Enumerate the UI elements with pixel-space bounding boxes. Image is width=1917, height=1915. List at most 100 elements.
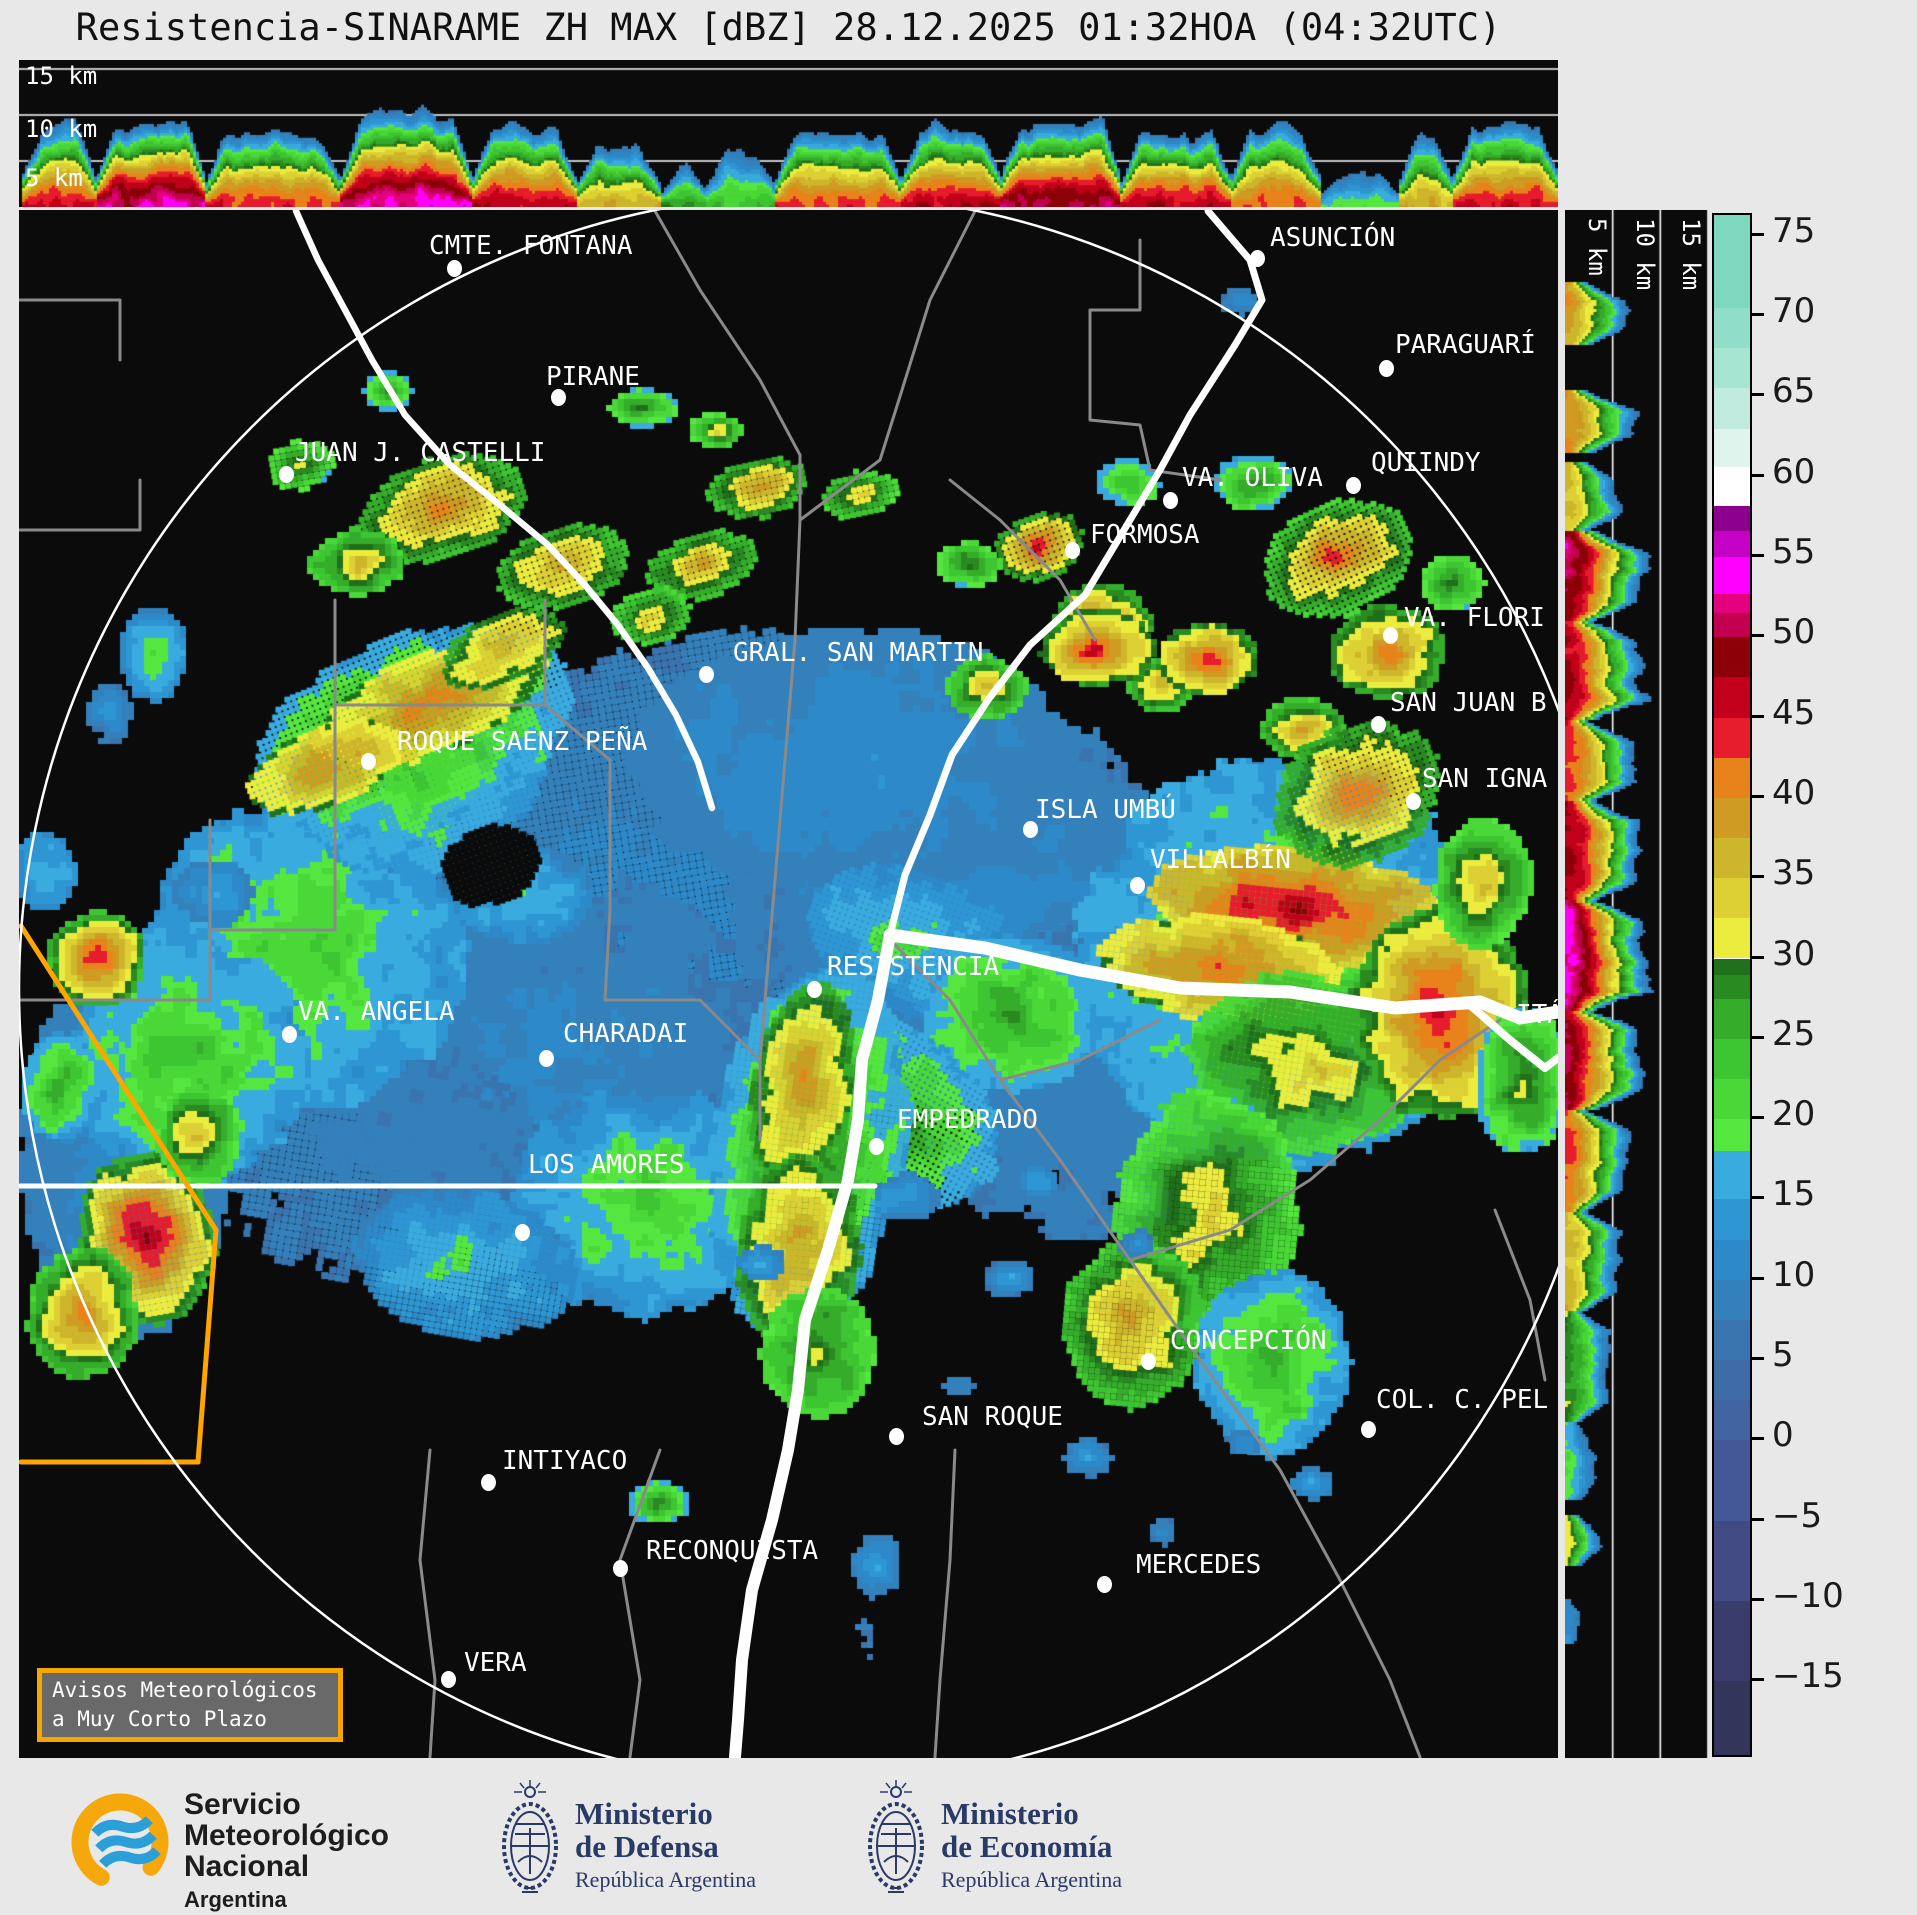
colorbar-tick-label: 45 xyxy=(1772,692,1816,733)
colorbar-segment xyxy=(1714,958,1750,975)
city-label: VERA xyxy=(464,1648,527,1678)
city-label: GRAL. SAN MARTIN xyxy=(733,638,984,668)
city-dot xyxy=(441,1671,456,1688)
colorbar-tick xyxy=(1750,232,1764,236)
colorbar-tick-label: −15 xyxy=(1772,1656,1844,1697)
map-panel: CMTE. FONTANA ASUNCIÓN PIRANE PARAGUARÍ JUAN… xyxy=(19,210,1558,1758)
height-label-10km-rot: 10 km xyxy=(1631,218,1659,291)
colorbar-segment xyxy=(1714,388,1750,429)
city-label: CONCEPCIÓN xyxy=(1170,1326,1327,1356)
city-dot xyxy=(1383,627,1398,644)
colorbar-tick-label: 30 xyxy=(1772,933,1816,974)
defensa-text-2: de Defensa xyxy=(575,1829,719,1864)
city-dot xyxy=(515,1224,530,1241)
smn-text-3: Nacional xyxy=(184,1850,310,1883)
city-dot xyxy=(539,1050,554,1067)
city-label: SAN IGNA xyxy=(1422,764,1548,794)
city-dot xyxy=(1406,793,1421,810)
city-dot xyxy=(869,1138,884,1155)
colorbar-tick-label: 20 xyxy=(1772,1094,1816,1135)
colorbar-segment xyxy=(1714,1400,1750,1441)
warning-box-line1: Avisos Meteorológicos xyxy=(52,1678,318,1702)
defensa-text-1: Ministerio xyxy=(575,1796,713,1831)
warning-box: Avisos Meteorológicos a Muy Corto Plazo xyxy=(37,1668,343,1742)
colorbar-tick-label: 70 xyxy=(1772,291,1816,332)
colorbar-segment xyxy=(1714,557,1750,594)
coat-of-arms-icon xyxy=(502,1780,558,1893)
colorbar-tick xyxy=(1750,1356,1764,1360)
city-dot xyxy=(361,753,376,770)
city-dot xyxy=(1250,250,1265,267)
height-label-15km: 15 km xyxy=(25,62,98,90)
colorbar-segment xyxy=(1714,717,1750,758)
city-label: SAN ROQUE xyxy=(922,1402,1063,1432)
colorbar-tick xyxy=(1750,313,1764,317)
colorbar-segment xyxy=(1714,1600,1750,1682)
smn-text-1: Servicio xyxy=(184,1788,301,1821)
colorbar-tick-label: 25 xyxy=(1772,1013,1816,1054)
warning-box-line2: a Muy Corto Plazo xyxy=(52,1707,267,1731)
colorbar-tick-label: 50 xyxy=(1772,612,1816,653)
height-label-5km-rot: 5 km xyxy=(1583,218,1611,276)
colorbar-tick xyxy=(1750,1116,1764,1120)
colorbar-segment xyxy=(1714,1520,1750,1601)
city-dot xyxy=(807,981,822,998)
city-label: JUAN J. CASTELLI xyxy=(295,438,546,468)
city-label: ASUNCIÓN xyxy=(1270,223,1396,253)
colorbar-segment xyxy=(1714,1279,1750,1320)
colorbar-segment xyxy=(1714,593,1750,614)
colorbar-tick xyxy=(1750,1196,1764,1200)
colorbar-tick xyxy=(1750,1517,1764,1521)
city-label: VA. OLIVA xyxy=(1182,463,1323,493)
top-cross-section-canvas xyxy=(19,60,1558,207)
defensa-text-sub: República Argentina xyxy=(575,1867,757,1892)
city-label: INTIYACO xyxy=(502,1446,628,1476)
city-label: VA. FLORI xyxy=(1404,603,1545,633)
city-dot xyxy=(699,666,714,683)
colorbar-tick-label: 0 xyxy=(1772,1415,1794,1456)
coat-of-arms-icon xyxy=(868,1780,924,1893)
colorbar-segment xyxy=(1714,1440,1750,1521)
height-label-10km: 10 km xyxy=(25,115,98,143)
colorbar-segment xyxy=(1714,613,1750,638)
city-dot xyxy=(1361,1421,1376,1438)
city-dot xyxy=(1346,477,1361,494)
city-dot xyxy=(1379,360,1394,377)
colorbar-tick xyxy=(1750,875,1764,879)
city-dot xyxy=(1130,877,1145,894)
smn-c-icon xyxy=(71,1793,169,1891)
city-dot xyxy=(889,1428,904,1445)
colorbar-segment xyxy=(1714,677,1750,718)
colorbar-segment xyxy=(1714,1199,1750,1240)
city-dot xyxy=(279,466,294,483)
city-label: PIRANE xyxy=(546,362,640,392)
colorbar-segment xyxy=(1714,215,1750,309)
city-dot xyxy=(481,1474,496,1491)
economia-text-2: de Economía xyxy=(941,1829,1113,1864)
city-label: QUIINDY xyxy=(1371,448,1481,478)
city-label: SAN JUAN B xyxy=(1390,688,1547,718)
colorbar-tick-label: 15 xyxy=(1772,1174,1816,1215)
colorbar-tick-label: 35 xyxy=(1772,853,1816,894)
city-label: ISLA UMBÚ xyxy=(1035,795,1176,825)
colorbar-segment xyxy=(1714,348,1750,389)
colorbar-tick-label: 40 xyxy=(1772,772,1816,813)
economia-text-1: Ministerio xyxy=(941,1796,1079,1831)
city-label: VILLALBÍN xyxy=(1150,845,1291,875)
height-label-15km-rot: 15 km xyxy=(1677,218,1705,291)
city-label: FORMOSA xyxy=(1090,520,1200,550)
colorbar-tick xyxy=(1750,714,1764,718)
colorbar-segment xyxy=(1714,1239,1750,1280)
colorbar-segment xyxy=(1714,974,1750,999)
colorbar-segment xyxy=(1714,1078,1750,1120)
city-dot xyxy=(1065,542,1080,559)
colorbar-tick-label: 10 xyxy=(1772,1254,1816,1295)
colorbar-segment xyxy=(1714,878,1750,919)
city-label: ITÁ xyxy=(1516,1000,1558,1030)
smn-text-sub: Argentina xyxy=(184,1887,287,1912)
colorbar-segment xyxy=(1714,1319,1750,1360)
height-label-5km: 5 km xyxy=(25,164,83,192)
smn-text-2: Meteorológico xyxy=(184,1819,390,1852)
colorbar-tick xyxy=(1750,955,1764,959)
